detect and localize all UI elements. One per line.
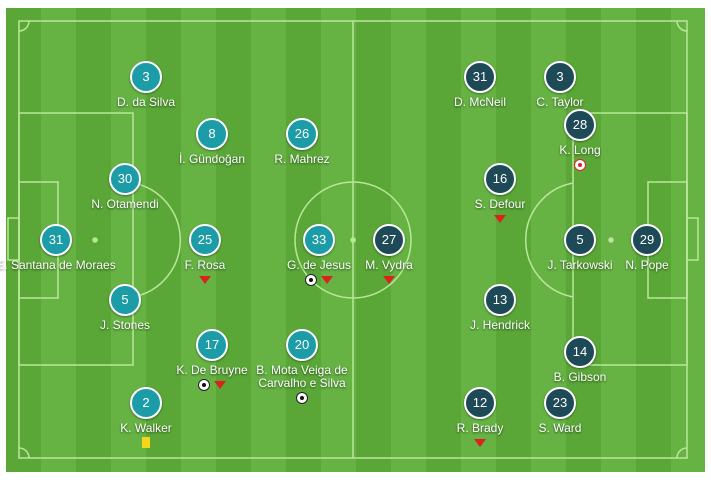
shirt-number: 5 — [109, 284, 141, 316]
shirt-number: 17 — [196, 329, 228, 361]
event-icons — [577, 274, 711, 288]
home-player[interactable]: 25 F. Rosa — [135, 224, 275, 288]
player-name: J. Tarkowski — [547, 258, 613, 272]
own-goal-ball-icon — [574, 159, 586, 171]
player-name: K. Walker — [120, 421, 172, 435]
home-player[interactable]: 31 E. Santana de Moraes — [0, 224, 126, 288]
substitution-arrow-icon — [383, 276, 395, 284]
event-icons — [232, 392, 372, 406]
goal-ball-icon — [198, 379, 210, 391]
event-icons — [249, 274, 389, 288]
home-player[interactable]: 17 K. De Bruyne — [142, 329, 282, 393]
away-player[interactable]: 29 N. Pope — [577, 224, 711, 288]
shirt-number: 31 — [464, 61, 496, 93]
shirt-number: 28 — [564, 109, 596, 141]
home-player[interactable]: 5 J. Stones — [55, 284, 195, 348]
away-player[interactable]: 16 S. Defour — [430, 163, 570, 227]
shirt-number: 5 — [564, 224, 596, 256]
player-name: İ. Gündoğan — [178, 152, 246, 166]
event-icons — [510, 159, 650, 173]
shirt-number: 12 — [464, 387, 496, 419]
goal-ball-icon — [305, 274, 317, 286]
player-name: J. Hendrick — [469, 318, 531, 332]
shirt-number: 14 — [564, 336, 596, 368]
player-name: S. Ward — [538, 421, 582, 435]
shirt-number: 29 — [631, 224, 663, 256]
shirt-number: 3 — [544, 61, 576, 93]
away-player[interactable]: 5 J. Tarkowski — [510, 224, 650, 288]
event-icons — [410, 437, 550, 451]
away-player[interactable]: 31 D. McNeil — [410, 61, 550, 125]
shirt-number: 27 — [373, 224, 405, 256]
player-name: M. Vydra — [365, 258, 413, 272]
player-name: S. Defour — [474, 197, 526, 211]
player-name: K. Long — [559, 143, 601, 157]
away-player[interactable]: 27 M. Vydra — [319, 224, 459, 288]
player-name: J. Stones — [99, 318, 151, 332]
player-name: B. Mota Veiga de Carvalho e Silva — [256, 363, 348, 390]
substitution-arrow-icon — [321, 276, 333, 284]
player-name: N. Otamendi — [91, 197, 159, 211]
shirt-number: 16 — [484, 163, 516, 195]
goal-ball-icon — [296, 392, 308, 404]
player-name: D. McNeil — [453, 95, 506, 109]
player-name: B. Gibson — [553, 370, 607, 384]
player-name: K. De Bruyne — [176, 363, 248, 377]
event-icons — [142, 379, 282, 393]
shirt-number: 3 — [130, 61, 162, 93]
home-player[interactable]: 2 K. Walker — [76, 387, 216, 451]
shirt-number: 8 — [196, 118, 228, 150]
home-player[interactable]: 3 D. da Silva — [76, 61, 216, 125]
away-player[interactable]: 12 R. Brady — [410, 387, 550, 451]
shirt-number: 30 — [109, 163, 141, 195]
shirt-number: 26 — [286, 118, 318, 150]
away-player[interactable]: 14 B. Gibson — [510, 336, 650, 400]
player-name: C. Taylor — [536, 95, 584, 109]
substitution-arrow-icon — [494, 215, 506, 223]
substitution-arrow-icon — [214, 381, 226, 389]
yellow-card-icon — [142, 437, 150, 448]
player-name: E. Santana de Moraes — [0, 258, 116, 272]
event-icons — [319, 274, 459, 288]
player-name: D. da Silva — [116, 95, 176, 109]
player-name: G. de Jesus — [286, 258, 352, 272]
shirt-number: 20 — [286, 329, 318, 361]
substitution-arrow-icon — [474, 439, 486, 447]
shirt-number: 2 — [130, 387, 162, 419]
away-player[interactable]: 28 K. Long — [510, 109, 650, 173]
event-icons — [430, 213, 570, 227]
event-icons — [232, 168, 372, 182]
home-player[interactable]: 30 N. Otamendi — [55, 163, 195, 227]
substitution-arrow-icon — [199, 276, 211, 284]
home-player[interactable]: 20 B. Mota Veiga de Carvalho e Silva — [232, 329, 372, 406]
away-player[interactable]: 13 J. Hendrick — [430, 284, 570, 348]
player-name: N. Pope — [625, 258, 669, 272]
event-icons — [135, 274, 275, 288]
away-player[interactable]: 23 S. Ward — [490, 387, 630, 451]
player-name: F. Rosa — [184, 258, 226, 272]
shirt-number: 33 — [303, 224, 335, 256]
shirt-number: 31 — [40, 224, 72, 256]
shirt-number: 23 — [544, 387, 576, 419]
home-player[interactable]: 8 İ. Gündoğan — [142, 118, 282, 182]
shirt-number: 13 — [484, 284, 516, 316]
away-player[interactable]: 3 C. Taylor — [490, 61, 630, 125]
event-icons — [76, 437, 216, 451]
event-icons — [490, 437, 630, 451]
player-name: R. Brady — [456, 421, 504, 435]
home-player[interactable]: 33 G. de Jesus — [249, 224, 389, 288]
shirt-number: 25 — [189, 224, 221, 256]
home-player[interactable]: 26 R. Mahrez — [232, 118, 372, 182]
player-name: R. Mahrez — [274, 152, 330, 166]
